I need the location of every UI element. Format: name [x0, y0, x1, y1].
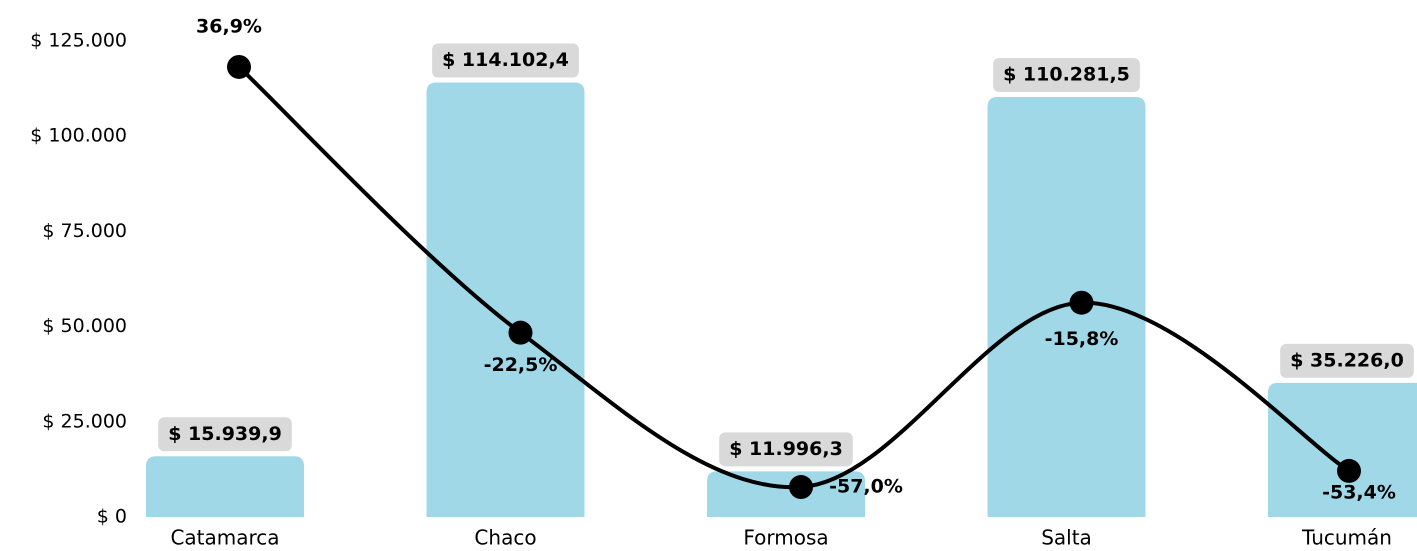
line-label: -15,8%	[1045, 328, 1119, 350]
y-tick-label: $ 0	[97, 506, 127, 528]
line-point	[227, 54, 251, 79]
data-label-box	[432, 43, 579, 78]
y-tick-label: $ 25.000	[42, 410, 127, 432]
bar	[426, 82, 585, 518]
data-label-box	[719, 432, 853, 467]
data-label-box	[1280, 343, 1414, 378]
data-label: $ 11.996,3	[729, 438, 843, 460]
x-tick-label: Catamarca	[170, 526, 279, 550]
x-tick-label: Chaco	[474, 526, 536, 550]
data-label-box	[158, 417, 292, 452]
bar	[146, 456, 304, 517]
bar	[987, 97, 1146, 518]
bar	[1268, 382, 1417, 517]
line-point	[1337, 458, 1361, 483]
line-point	[508, 320, 533, 345]
data-label: $ 114.102,4	[442, 49, 569, 71]
y-tick-label: $ 100.000	[30, 125, 127, 147]
data-label: $ 35.226,0	[1290, 349, 1404, 371]
y-tick-label: $ 75.000	[42, 220, 127, 242]
data-label-box	[993, 58, 1140, 93]
line-label: -22,5%	[484, 354, 558, 376]
x-tick-label: Salta	[1041, 526, 1092, 550]
x-tick-label: Tucumán	[1301, 526, 1392, 550]
line-label: -53,4%	[1322, 481, 1396, 503]
line-point	[1069, 290, 1094, 315]
y-tick-label: $ 125.000	[30, 30, 127, 52]
data-label: $ 15.939,9	[168, 423, 282, 445]
x-tick-label: Formosa	[743, 526, 828, 550]
y-tick-label: $ 50.000	[42, 315, 127, 337]
line-point	[789, 475, 813, 500]
line-label: -57,0%	[829, 476, 903, 498]
line-label: 36,9%	[196, 15, 262, 37]
line	[237, 65, 1351, 490]
data-label: $ 110.281,5	[1003, 64, 1130, 86]
